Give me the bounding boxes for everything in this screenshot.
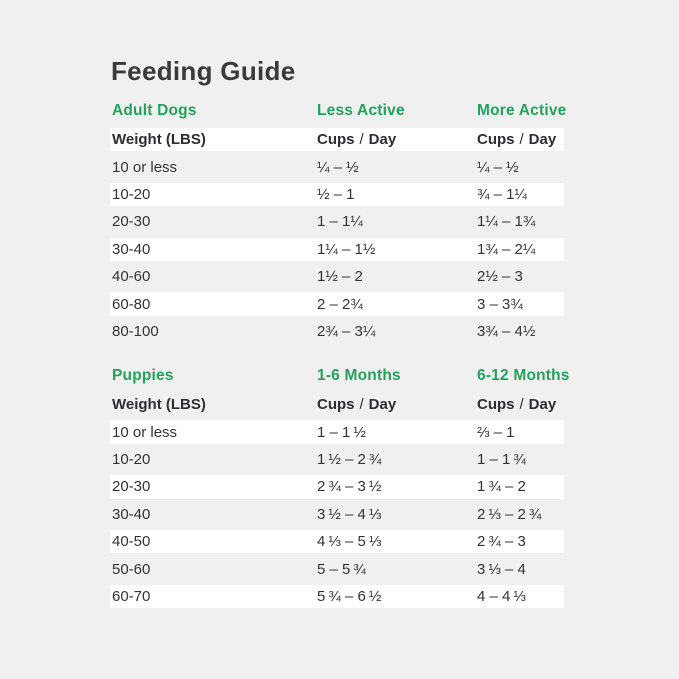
cell-6-12-months: 1 ¾ – 2: [477, 478, 526, 496]
table-row: 80-100 2¾ – 3¼ 3¾ – 4½: [110, 318, 564, 345]
cell-less-active: 1½ – 2: [317, 268, 363, 286]
adult-subheader-row: Weight (LBS) Cups / Day Cups / Day: [110, 126, 564, 153]
cell-weight: 20-30: [112, 478, 151, 496]
adult-subheader-cups-day-1: Cups / Day: [317, 131, 477, 148]
puppies-column-header-1-6-months: 1-6 Months: [317, 367, 401, 384]
cell-6-12-months: 3 ⅓ – 4: [477, 560, 526, 578]
slash-separator: /: [359, 131, 364, 149]
cell-more-active: 3 – 3¾: [477, 295, 523, 313]
table-row: 10-20 ½ – 1 ¾ – 1¼: [110, 181, 564, 208]
cell-weight: 10-20: [112, 185, 151, 203]
day-label: Day: [368, 396, 397, 414]
puppies-subheader-cups-day-1: Cups / Day: [317, 396, 477, 413]
cell-less-active: 2 – 2¾: [317, 295, 363, 313]
day-label: Day: [368, 131, 397, 149]
cups-label: Cups: [317, 131, 355, 149]
puppies-section-title: Puppies: [112, 367, 174, 384]
table-row: 60-70 5 ¾ – 6 ½ 4 – 4 ⅓: [110, 583, 564, 610]
day-label: Day: [528, 131, 557, 149]
cell-more-active: 1¼ – 1¾: [477, 213, 536, 231]
slash-separator: /: [519, 131, 524, 149]
table-row: 10 or less 1 – 1 ½ ⅔ – 1: [110, 418, 564, 445]
slash-separator: /: [359, 396, 364, 414]
cups-label: Cups: [317, 396, 355, 414]
cups-label: Cups: [477, 396, 515, 414]
cell-more-active: ¼ – ½: [477, 158, 519, 176]
adult-dogs-table: Adult Dogs Less Active More Active Weigh…: [110, 102, 567, 345]
table-row: 30-40 1¼ – 1½ 1¾ – 2¼: [110, 236, 564, 263]
table-row: 30-40 3 ½ – 4 ⅓ 2 ⅓ – 2 ¾: [110, 501, 564, 528]
cell-6-12-months: ⅔ – 1: [477, 423, 515, 441]
adult-section-title: Adult Dogs: [112, 102, 197, 119]
cell-6-12-months: 2 ⅓ – 2 ¾: [477, 505, 542, 523]
table-row: 10 or less ¼ – ½ ¼ – ½: [110, 153, 564, 180]
cell-weight: 20-30: [112, 213, 151, 231]
adult-subheader-cups-day-2: Cups / Day: [477, 131, 564, 148]
day-label: Day: [528, 396, 557, 414]
slash-separator: /: [519, 396, 524, 414]
cell-weight: 30-40: [112, 240, 151, 258]
cell-less-active: 2¾ – 3¼: [317, 322, 376, 340]
adult-column-header-more-active: More Active: [477, 102, 567, 119]
cell-more-active: ¾ – 1¼: [477, 185, 528, 203]
cell-less-active: 1 – 1¼: [317, 213, 363, 231]
cell-6-12-months: 1 – 1 ¾: [477, 450, 526, 468]
cell-weight: 10 or less: [112, 158, 178, 176]
cell-weight: 30-40: [112, 505, 151, 523]
cell-1-6-months: 3 ½ – 4 ⅓: [317, 505, 382, 523]
adult-subheader-weight: Weight (LBS): [112, 131, 206, 149]
cell-1-6-months: 4 ⅓ – 5 ⅓: [317, 533, 382, 551]
cell-weight: 60-80: [112, 295, 151, 313]
puppies-subheader-row: Weight (LBS) Cups / Day Cups / Day: [110, 391, 564, 418]
cell-more-active: 2½ – 3: [477, 268, 523, 286]
cell-6-12-months: 2 ¾ – 3: [477, 533, 526, 551]
page-title: Feeding Guide: [111, 56, 296, 86]
cell-less-active: ½ – 1: [317, 185, 355, 203]
cell-1-6-months: 5 ¾ – 6 ½: [317, 587, 382, 605]
puppies-subheader-cups-day-2: Cups / Day: [477, 396, 564, 413]
cell-weight: 50-60: [112, 560, 151, 578]
adult-column-header-less-active: Less Active: [317, 102, 405, 119]
cell-more-active: 1¾ – 2¼: [477, 240, 536, 258]
table-row: 10-20 1 ½ – 2 ¾ 1 – 1 ¾: [110, 446, 564, 473]
cell-weight: 60-70: [112, 587, 151, 605]
cell-6-12-months: 4 – 4 ⅓: [477, 587, 526, 605]
puppies-section-header-row: Puppies 1-6 Months 6-12 Months: [110, 367, 569, 391]
cell-more-active: 3¾ – 4½: [477, 322, 536, 340]
cell-1-6-months: 1 ½ – 2 ¾: [317, 450, 382, 468]
table-row: 50-60 5 – 5 ¾ 3 ⅓ – 4: [110, 555, 564, 582]
cups-label: Cups: [477, 131, 515, 149]
cell-1-6-months: 1 – 1 ½: [317, 423, 366, 441]
cell-1-6-months: 2 ¾ – 3 ½: [317, 478, 382, 496]
adult-section-header-row: Adult Dogs Less Active More Active: [110, 102, 567, 126]
cell-weight: 40-60: [112, 268, 151, 286]
table-row: 40-60 1½ – 2 2½ – 3: [110, 263, 564, 290]
cell-less-active: 1¼ – 1½: [317, 240, 376, 258]
table-row: 20-30 2 ¾ – 3 ½ 1 ¾ – 2: [110, 473, 564, 500]
cell-less-active: ¼ – ½: [317, 158, 359, 176]
table-row: 40-50 4 ⅓ – 5 ⅓ 2 ¾ – 3: [110, 528, 564, 555]
puppies-table: Puppies 1-6 Months 6-12 Months Weight (L…: [110, 367, 569, 610]
table-row: 20-30 1 – 1¼ 1¼ – 1¾: [110, 208, 564, 235]
cell-weight: 80-100: [112, 322, 159, 340]
puppies-column-header-6-12-months: 6-12 Months: [477, 367, 570, 384]
cell-weight: 10-20: [112, 450, 151, 468]
cell-1-6-months: 5 – 5 ¾: [317, 560, 366, 578]
cell-weight: 10 or less: [112, 423, 178, 441]
cell-weight: 40-50: [112, 533, 151, 551]
table-row: 60-80 2 – 2¾ 3 – 3¾: [110, 290, 564, 317]
puppies-subheader-weight: Weight (LBS): [112, 396, 206, 414]
